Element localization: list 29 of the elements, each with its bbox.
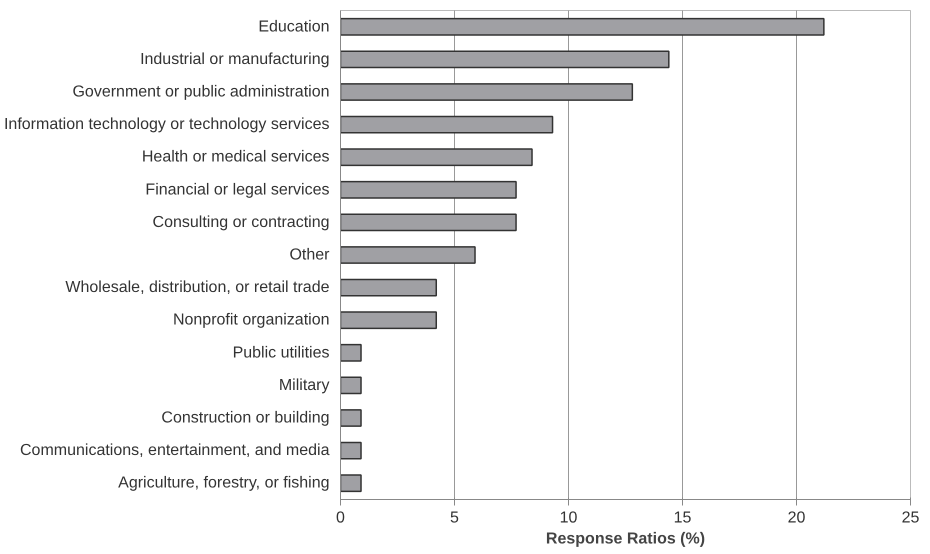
y-tick-label: Public utilities xyxy=(232,344,330,362)
x-tick-label: 0 xyxy=(336,510,346,526)
y-tick-label: Communications, entertainment, and media xyxy=(20,442,330,460)
y-tick-label: Education xyxy=(258,18,330,36)
y-tick-label: Construction or building xyxy=(161,410,330,426)
bar xyxy=(340,344,362,362)
y-tick-label: Government or public administration xyxy=(72,84,330,100)
y-tick-label: Information technology or technology services xyxy=(4,116,330,134)
x-tick-label: 20 xyxy=(788,510,806,526)
x-tick-label: 15 xyxy=(674,510,692,526)
bar xyxy=(340,409,362,427)
y-tick-label: Nonprofit organization xyxy=(172,312,330,329)
x-axis-title: Response Ratios (%) xyxy=(546,530,706,548)
y-tick-label: Consulting or contracting xyxy=(152,214,330,231)
y-tick-label: Financial or legal services xyxy=(145,181,330,198)
x-tick-label: 5 xyxy=(450,510,460,526)
y-tick-label: Health or medical services xyxy=(142,148,330,166)
x-tick-label: 25 xyxy=(902,510,920,526)
bar xyxy=(340,442,362,460)
y-tick-label: Wholesale, distribution, or retail trade xyxy=(65,279,330,296)
y-tick-label: Agriculture, forestry, or fishing xyxy=(118,474,330,492)
x-tick-label: 10 xyxy=(560,510,578,526)
y-tick-label: Military xyxy=(278,376,330,394)
bar xyxy=(340,376,362,394)
bar xyxy=(340,474,362,492)
y-tick-label: Other xyxy=(289,246,330,264)
y-tick-label: Industrial or manufacturing xyxy=(140,50,330,68)
bar xyxy=(340,278,438,296)
bar xyxy=(340,311,438,330)
